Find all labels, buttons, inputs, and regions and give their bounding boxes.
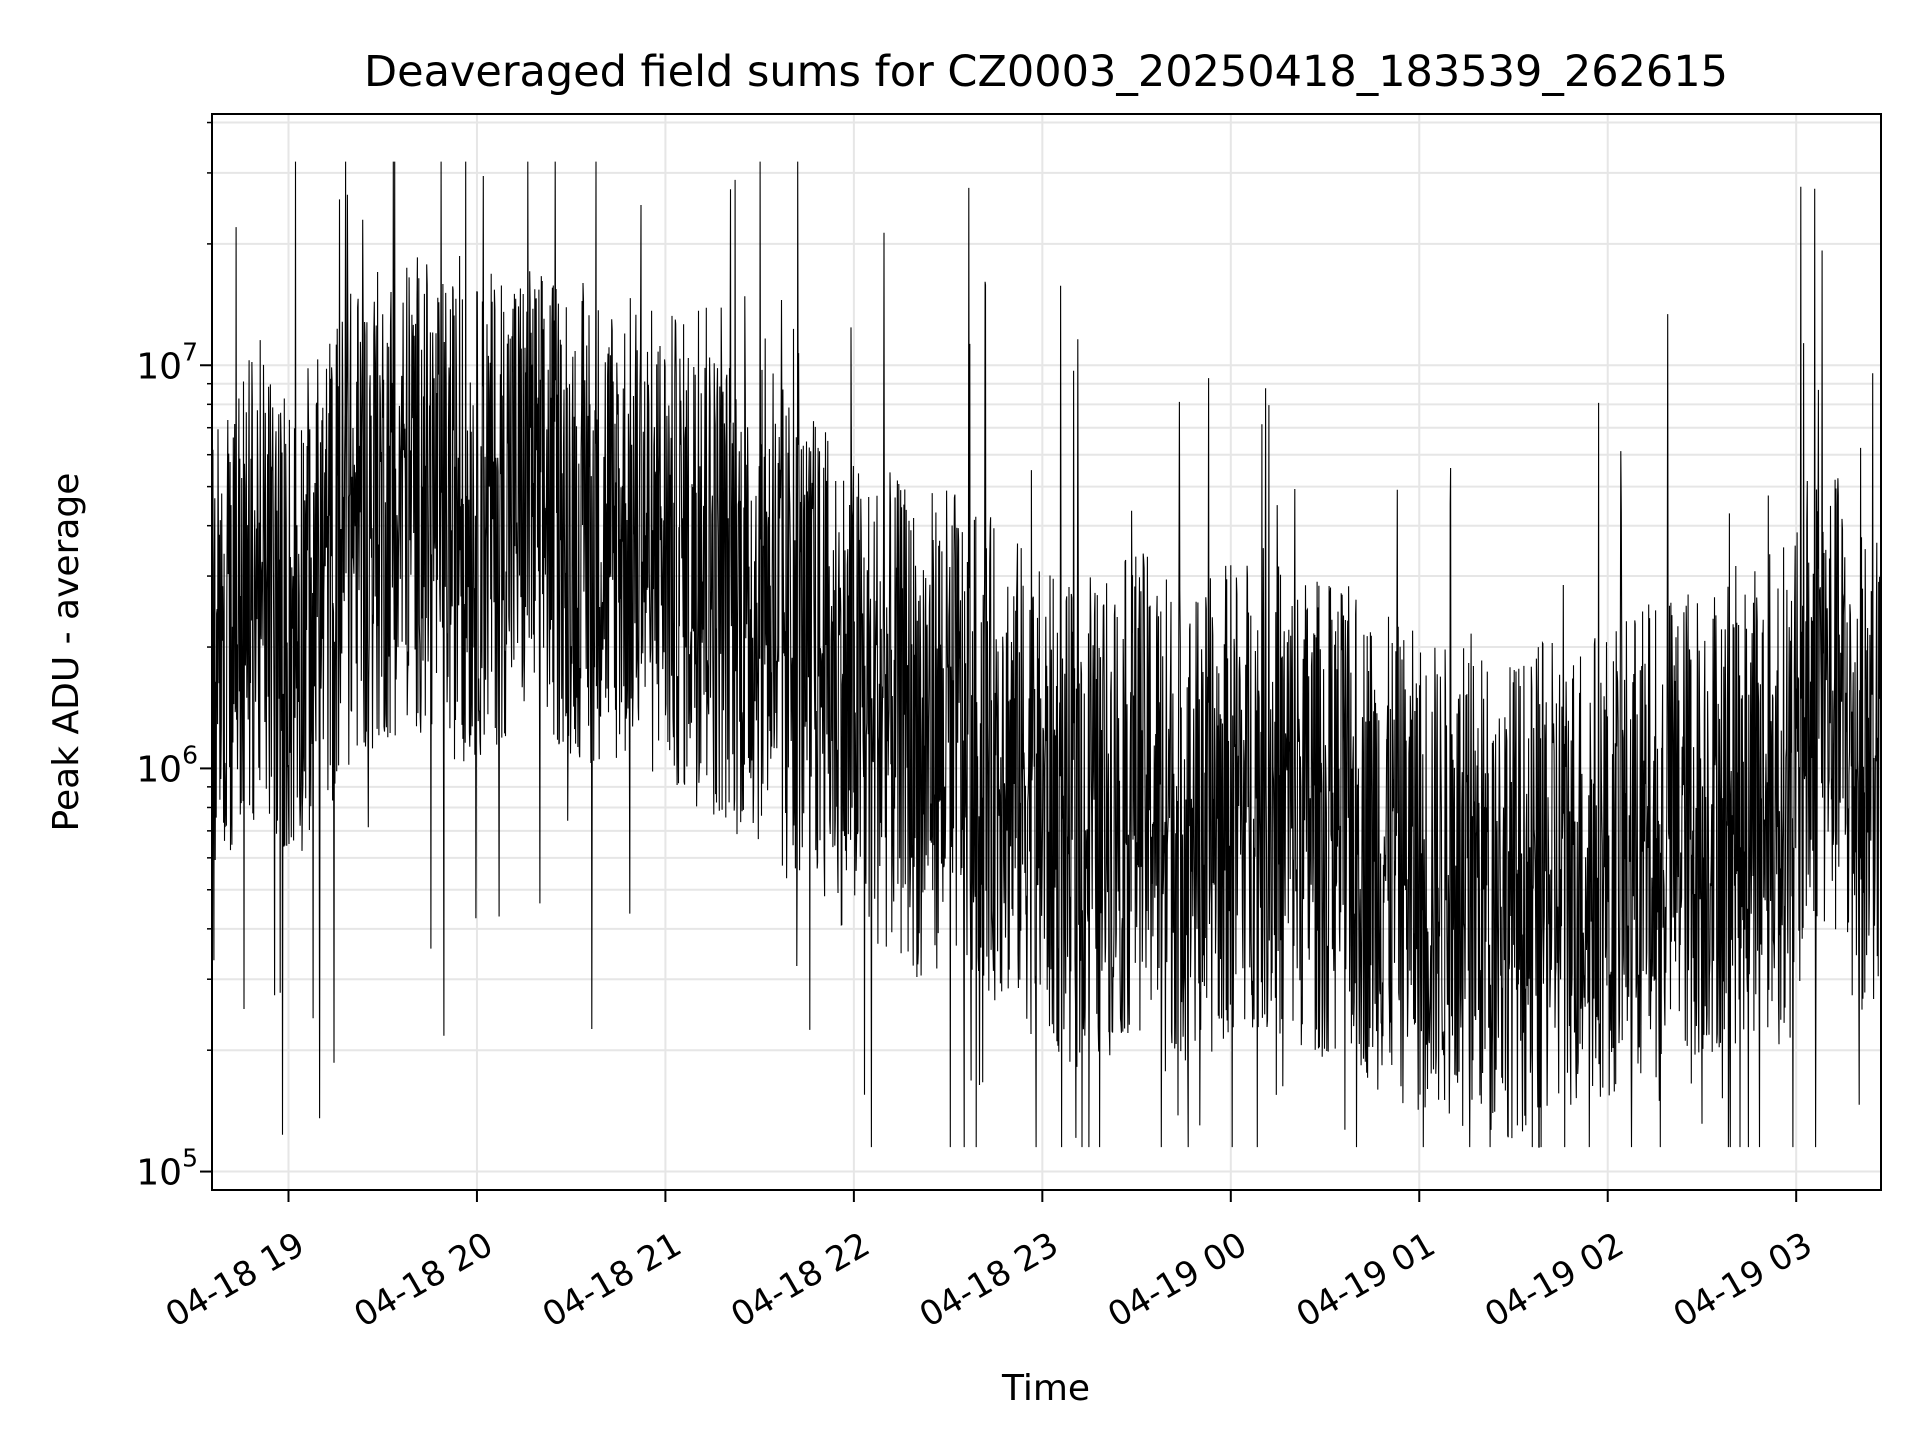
plot-frame (211, 113, 1882, 1191)
y-tick-label: 107 (136, 337, 198, 387)
chart-title: Deaveraged field sums for CZ0003_2025041… (364, 47, 1728, 97)
y-tick-label: 105 (136, 1144, 198, 1194)
y-tick-label: 106 (136, 740, 198, 790)
y-axis-label: Peak ADU - average (46, 473, 87, 832)
data-trace (211, 161, 1882, 1148)
series-line (211, 161, 1882, 1148)
y-axis: 105 106 107 (136, 121, 212, 1194)
x-axis-label: Time (1001, 1368, 1090, 1409)
